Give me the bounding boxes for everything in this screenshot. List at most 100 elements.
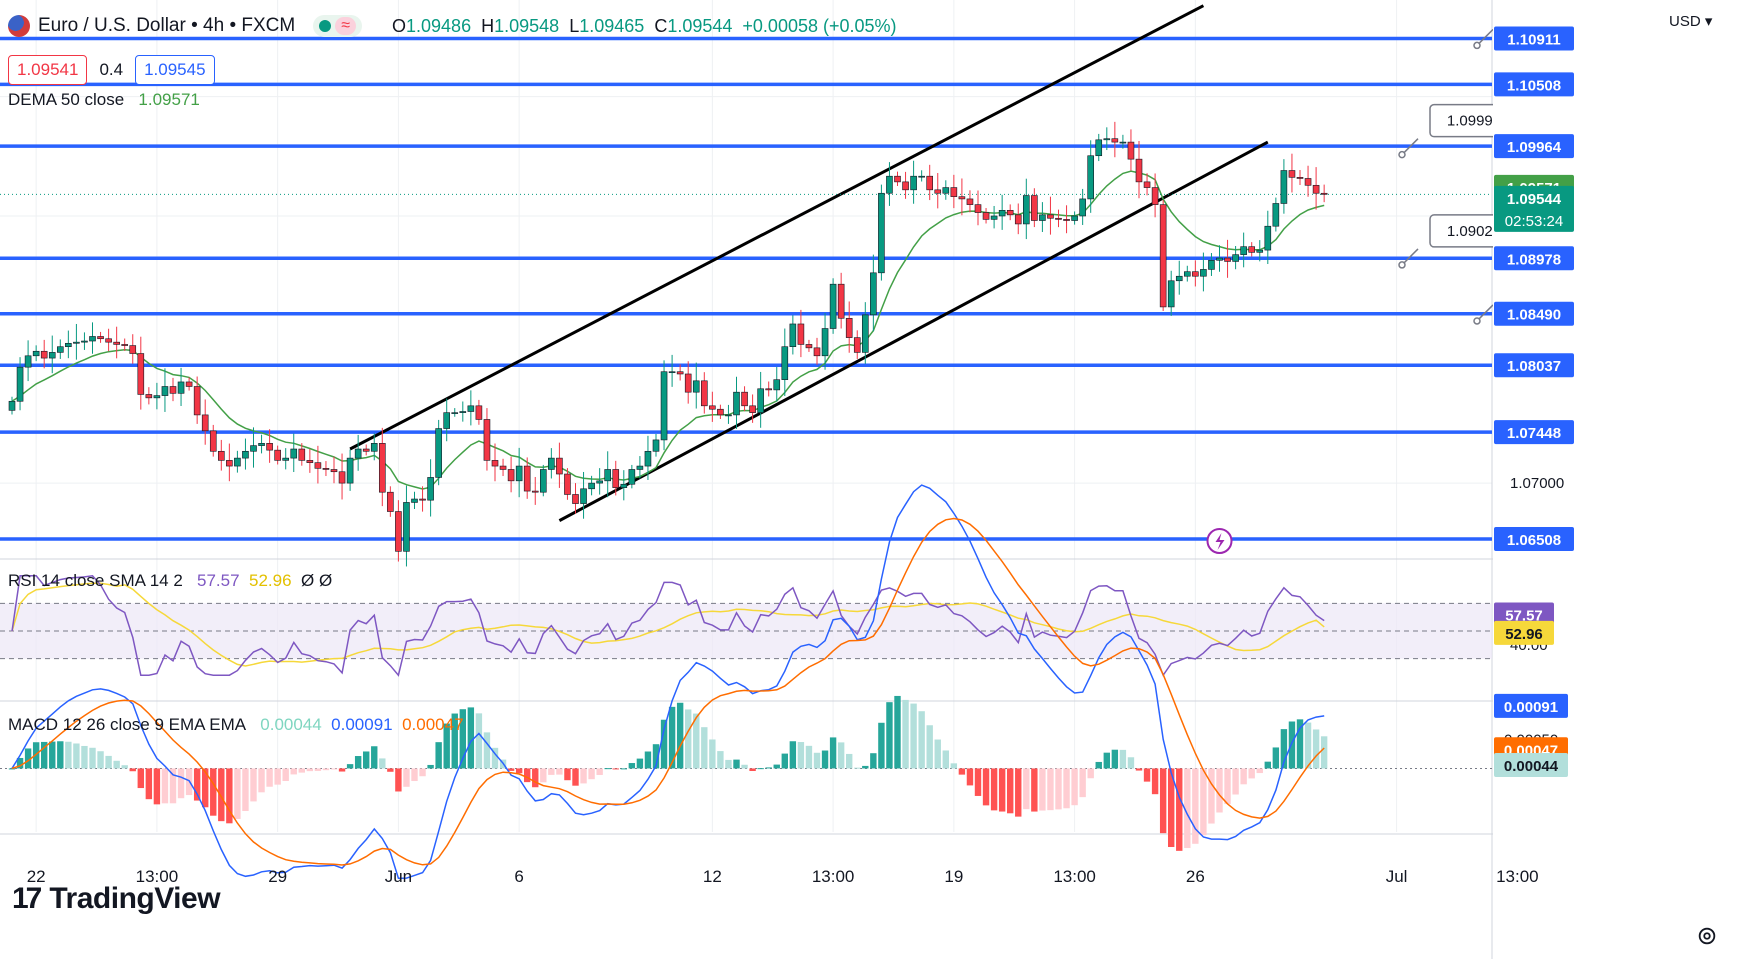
macd-hist-bar bbox=[16, 757, 24, 769]
candles bbox=[8, 121, 1328, 567]
rsi-value-label: 52.96 bbox=[1505, 626, 1543, 643]
candle-body bbox=[853, 337, 861, 353]
candle-body bbox=[362, 448, 370, 452]
macd-hist-bar bbox=[676, 702, 684, 769]
macd-hist-bar bbox=[942, 750, 949, 769]
candle-body bbox=[322, 468, 330, 470]
candle-body bbox=[32, 350, 40, 357]
candle-body bbox=[1006, 209, 1014, 216]
macd-hist-bar bbox=[572, 768, 579, 786]
candle-body bbox=[1304, 178, 1312, 186]
candle-body bbox=[580, 488, 587, 504]
level-price-label: 1.10911 bbox=[1507, 32, 1560, 49]
candle-body bbox=[515, 465, 523, 482]
rsi-legend[interactable]: RSI 14 close SMA 14 2 57.57 52.96 Ø Ø bbox=[8, 571, 332, 591]
candle-body bbox=[1184, 271, 1191, 277]
candle-body bbox=[89, 336, 96, 342]
macd-line bbox=[11, 484, 1325, 879]
macd-hist-bar bbox=[451, 713, 458, 769]
macd-hist-bar bbox=[49, 741, 56, 769]
price-tag-label: 1.09544 bbox=[1507, 191, 1562, 208]
macd-hist-bar bbox=[258, 768, 265, 793]
callout-label: 1.09995 bbox=[1447, 113, 1501, 130]
time-tick-label: 13:00 bbox=[136, 867, 179, 886]
macd-hist-bar bbox=[709, 739, 716, 769]
candle-body bbox=[628, 469, 636, 485]
macd-hist-bar bbox=[588, 768, 595, 780]
macd-signal-line bbox=[11, 517, 1325, 866]
gear-icon[interactable] bbox=[1696, 925, 1718, 947]
candle-body bbox=[676, 371, 684, 375]
rsi-value-tag bbox=[1494, 620, 1554, 645]
candle-body bbox=[725, 414, 732, 417]
dema-value: 1.09571 bbox=[138, 90, 200, 109]
candle-body bbox=[387, 491, 394, 512]
candle-body bbox=[1127, 141, 1135, 160]
candle-body bbox=[596, 480, 603, 484]
macd-hist-bar bbox=[982, 768, 990, 806]
candle-body bbox=[1175, 275, 1183, 282]
candle-body bbox=[40, 350, 48, 359]
macd-hist-bar bbox=[105, 755, 112, 769]
macd-legend[interactable]: MACD 12 26 close 9 EMA EMA 0.00044 0.000… bbox=[8, 715, 464, 735]
candle-body bbox=[1071, 215, 1078, 221]
candle-body bbox=[1119, 141, 1127, 144]
candle-body bbox=[974, 204, 982, 213]
macd-hist-bar bbox=[1007, 768, 1014, 814]
symbol-title[interactable]: Euro / U.S. Dollar • 4h • FXCM bbox=[38, 15, 296, 36]
tradingview-logo[interactable]: 17 TradingView bbox=[12, 882, 221, 916]
rsi-sma-value: 52.96 bbox=[249, 571, 292, 590]
dema-legend[interactable]: DEMA 50 close 1.09571 bbox=[8, 90, 200, 110]
macd-hist-bar bbox=[242, 768, 249, 811]
macd-hist-bar bbox=[379, 758, 386, 769]
market-status-pill[interactable]: ≈ bbox=[313, 15, 362, 37]
macd-hist-bar bbox=[290, 768, 297, 775]
candle-body bbox=[918, 175, 925, 178]
macd-hist-bar bbox=[306, 768, 314, 772]
macd-hist-bar bbox=[886, 702, 893, 769]
macd-hist-bar bbox=[1208, 768, 1215, 824]
currency-selector[interactable]: USD ▾ bbox=[1669, 13, 1713, 30]
candle-body bbox=[1159, 204, 1167, 308]
buy-price-button[interactable]: 1.09545 bbox=[135, 55, 215, 85]
macd-hist-bar bbox=[773, 764, 780, 769]
candle-body bbox=[1272, 203, 1280, 227]
candle-body bbox=[330, 469, 338, 473]
macd-hist-bar bbox=[1071, 768, 1078, 806]
candle-body bbox=[1216, 257, 1223, 261]
macd-hist-bar bbox=[910, 703, 917, 769]
macd-hist-bar bbox=[121, 765, 128, 769]
macd-hist-value: 0.00044 bbox=[260, 715, 322, 734]
candle-body bbox=[878, 192, 885, 274]
candle-body bbox=[1047, 214, 1054, 219]
rsi-value: 57.57 bbox=[197, 571, 240, 590]
macd-hist-bar bbox=[894, 695, 901, 769]
macd-hist-bar bbox=[918, 711, 925, 769]
macd-hist-bar bbox=[998, 768, 1006, 812]
macd-hist-bar bbox=[1055, 768, 1062, 810]
candle-body bbox=[1200, 269, 1207, 277]
macd-hist-bar bbox=[427, 764, 434, 769]
macd-hist-bar bbox=[1127, 757, 1135, 769]
candle-body bbox=[193, 386, 201, 416]
macd-hist-bar bbox=[1320, 736, 1328, 769]
macd-hist-bar bbox=[1095, 761, 1102, 769]
symbol-header[interactable]: Euro / U.S. Dollar • 4h • FXCM ≈ O1.0948… bbox=[8, 12, 897, 40]
candle-body bbox=[942, 187, 950, 194]
macd-value: 0.00091 bbox=[331, 715, 393, 734]
rsi-value-tag bbox=[1494, 602, 1554, 627]
candle-body bbox=[298, 448, 306, 461]
level-price-tag bbox=[1494, 420, 1574, 445]
candle-body bbox=[491, 460, 499, 467]
level-price-label: 1.08490 bbox=[1507, 307, 1561, 324]
candle-body bbox=[773, 379, 781, 391]
level-price-label: 1.08037 bbox=[1507, 358, 1561, 375]
candle-body bbox=[1167, 280, 1175, 308]
callout-anchor bbox=[1398, 150, 1406, 159]
sell-price-button[interactable]: 1.09541 bbox=[8, 55, 88, 85]
macd-hist-bar bbox=[73, 743, 80, 769]
macd-hist-bar bbox=[870, 753, 877, 769]
candle-body bbox=[1320, 192, 1328, 195]
